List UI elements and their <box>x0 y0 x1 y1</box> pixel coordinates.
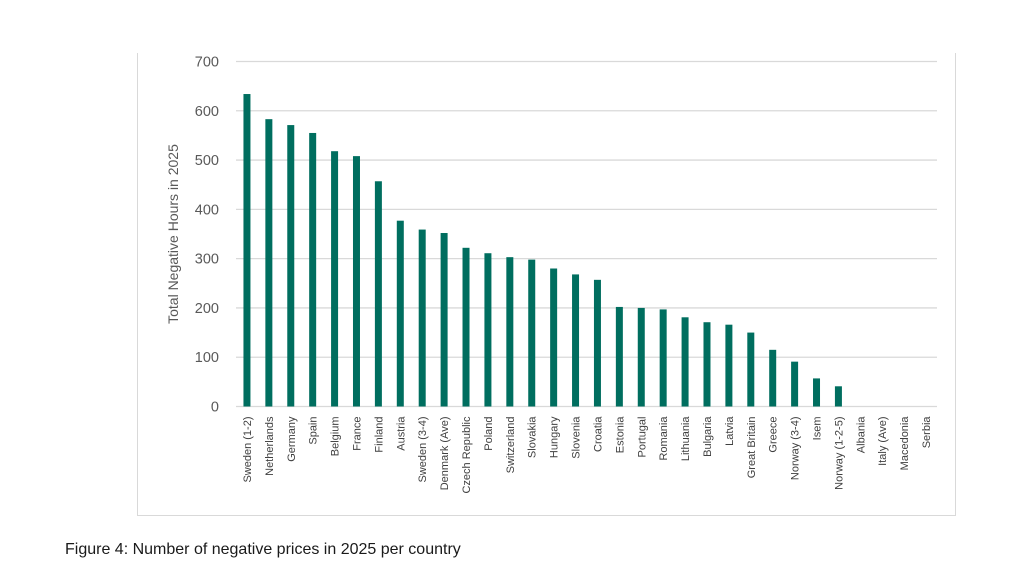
x-tick-label: Macedonia <box>899 416 911 471</box>
x-tick-label: Bulgaria <box>702 416 714 457</box>
x-tick-label: Albania <box>855 416 867 454</box>
bar <box>572 274 580 407</box>
bar <box>550 268 558 407</box>
x-tick-label: Croatia <box>592 416 604 452</box>
figure-caption: Figure 4: Number of negative prices in 2… <box>65 541 461 558</box>
x-tick-label: Denmark (Ave) <box>439 417 451 491</box>
y-tick-label: 200 <box>195 301 219 317</box>
x-tick-label: Poland <box>483 417 495 451</box>
x-tick-label: Serbia <box>921 416 933 449</box>
x-tick-label: Italy (Ave) <box>877 417 889 466</box>
bar <box>834 386 842 407</box>
y-tick-label: 0 <box>211 400 219 416</box>
x-tick-label: Czech Republic <box>461 416 473 494</box>
bar <box>265 119 273 407</box>
bar <box>418 229 426 407</box>
x-tick-label: Sweden (1-2) <box>242 417 254 483</box>
bar <box>331 151 339 407</box>
bar <box>769 349 777 407</box>
bar <box>791 361 799 407</box>
x-tick-label: Greece <box>768 417 780 453</box>
y-tick-label: 300 <box>195 252 219 268</box>
x-tick-label: Slovenia <box>571 416 583 459</box>
x-tick-label: Belgium <box>330 417 342 457</box>
bar-chart: 0 100 200 300 400 500 600 700 Sweden (1-2) Nethe… <box>165 55 937 494</box>
bar <box>243 94 251 407</box>
x-tick-label: Romania <box>658 416 670 461</box>
x-tick-label: Spain <box>308 417 320 445</box>
x-tick-label: Switzerland <box>505 417 517 474</box>
y-tick-label: 400 <box>195 202 219 218</box>
bar <box>352 156 360 407</box>
x-tick-label: Great Britain <box>746 417 758 479</box>
bar <box>396 220 404 407</box>
x-tick-label: Hungary <box>549 416 561 458</box>
y-axis-ticks: 0 100 200 300 400 500 600 700 <box>195 55 219 416</box>
y-axis-title: Total Negative Hours in 2025 <box>165 144 181 324</box>
y-tick-label: 500 <box>195 153 219 169</box>
x-tick-label: Norway (3-4) <box>790 417 802 481</box>
x-tick-label: Finland <box>373 417 385 453</box>
bar <box>615 306 623 407</box>
y-tick-label: 100 <box>195 350 219 366</box>
bar <box>287 125 295 407</box>
bar <box>747 332 755 407</box>
x-tick-label: France <box>351 417 363 451</box>
bar <box>725 324 733 407</box>
bar <box>593 279 601 407</box>
y-tick-label: 700 <box>195 55 219 71</box>
bar <box>659 309 667 407</box>
y-tick-label: 600 <box>195 104 219 120</box>
bar <box>528 259 536 407</box>
bar <box>374 181 382 407</box>
bar <box>703 322 711 407</box>
bar <box>637 307 645 407</box>
x-tick-label: Lithuania <box>680 416 692 462</box>
bar <box>462 247 470 407</box>
bar <box>484 253 492 407</box>
bars <box>243 94 842 407</box>
x-tick-label: Norway (1-2-5) <box>833 417 845 490</box>
x-tick-label: Austria <box>395 416 407 451</box>
x-tick-label: Slovakia <box>527 416 539 458</box>
chart-frame <box>137 53 956 516</box>
x-tick-label: Portugal <box>636 417 648 458</box>
gridlines <box>236 60 937 408</box>
x-tick-label: Netherlands <box>264 416 276 476</box>
bar <box>506 257 514 407</box>
bar <box>440 233 448 407</box>
bar <box>681 317 689 407</box>
x-tick-label: Latvia <box>724 416 736 446</box>
x-axis-labels: Sweden (1-2) Netherlands Germany Spain Belgi… <box>242 416 933 494</box>
x-tick-label: Isem <box>812 417 824 441</box>
x-tick-label: Estonia <box>614 416 626 454</box>
x-tick-label: Germany <box>286 416 298 462</box>
x-tick-label: Sweden (3-4) <box>417 417 429 483</box>
bar <box>813 378 821 407</box>
bar <box>309 132 317 407</box>
